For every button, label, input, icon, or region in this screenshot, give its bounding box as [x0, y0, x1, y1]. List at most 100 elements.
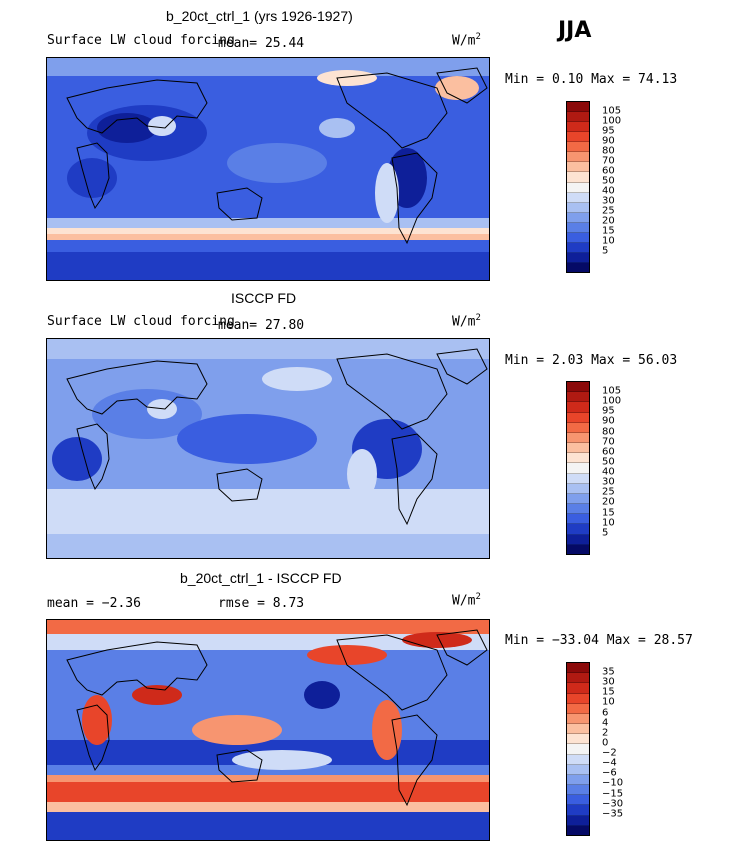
colorbar-tick-label: 105	[602, 385, 622, 397]
colorbar-tick-label: 0	[602, 737, 609, 749]
colorbar-tick-label: 60	[602, 165, 615, 177]
panel2-units: W/m2	[452, 313, 481, 330]
colorbar-tick-label: 100	[602, 395, 622, 407]
colorbar-swatch	[567, 212, 589, 223]
colorbar-tick-label: 40	[602, 466, 615, 478]
panel1-minmax: Min = 0.10 Max = 74.13	[505, 72, 678, 87]
colorbar-tick-label: 95	[602, 405, 615, 417]
colorbar-swatch	[567, 734, 589, 745]
colorbar-swatch	[567, 744, 589, 755]
colorbar-tick-label: −10	[602, 777, 624, 789]
colorbar-swatch	[567, 785, 589, 796]
colorbar-tick-label: −6	[602, 767, 617, 779]
colorbar-swatch	[567, 795, 589, 806]
colorbar-swatch	[567, 805, 589, 816]
colorbar-tick-label: 70	[602, 436, 615, 448]
colorbar-tick-label: 90	[602, 415, 615, 427]
colorbar-tick-label: 70	[602, 155, 615, 167]
panel2-map	[46, 338, 490, 559]
colorbar-tick-label: 15	[602, 686, 615, 698]
panel1-colorbar-labels: 105 100 95 90 80 70 60 50 40 30 25 20 15 10 5	[602, 101, 642, 271]
colorbar-tick-label: 50	[602, 456, 615, 468]
colorbar-swatch	[567, 172, 589, 183]
panel1-mean: mean= 25.44	[218, 36, 305, 51]
colorbar-swatch	[567, 663, 589, 674]
panel1-title: b_20ct_ctrl_1 (yrs 1926-1927)	[166, 8, 353, 24]
colorbar-swatch	[567, 222, 589, 233]
colorbar-swatch	[567, 815, 589, 826]
colorbar-swatch	[567, 713, 589, 725]
colorbar-swatch	[567, 683, 589, 694]
colorbar-swatch	[567, 432, 589, 444]
colorbar-tick-label: 10	[602, 696, 615, 708]
panel2-colorbar-labels: 105 100 95 90 80 70 60 50 40 30 25 20 15 10 5	[602, 381, 642, 553]
colorbar-swatch	[567, 774, 589, 786]
colorbar-tick-label: −35	[602, 808, 624, 820]
panel3-mean: mean = −2.36	[47, 596, 141, 611]
colorbar-tick-label: 15	[602, 507, 615, 519]
colorbar-swatch	[567, 122, 589, 133]
colorbar-swatch	[567, 162, 589, 173]
colorbar-swatch	[567, 192, 589, 203]
colorbar-swatch	[567, 142, 589, 153]
colorbar-tick-label: 20	[602, 215, 615, 227]
colorbar-swatch	[567, 422, 589, 433]
colorbar-swatch	[567, 764, 589, 775]
colorbar-tick-label: 90	[602, 135, 615, 147]
panel2-colorbar	[566, 381, 590, 555]
colorbar-swatch	[567, 724, 589, 735]
colorbar-swatch	[567, 443, 589, 454]
colorbar-tick-label: 2	[602, 727, 609, 739]
colorbar-tick-label: 95	[602, 125, 615, 137]
colorbar-tick-label: 60	[602, 446, 615, 458]
colorbar-swatch	[567, 754, 589, 765]
colorbar-tick-label: 6	[602, 707, 609, 719]
colorbar-swatch	[567, 392, 589, 403]
colorbar-swatch	[567, 132, 589, 143]
colorbar-swatch	[567, 544, 589, 554]
colorbar-tick-label: 10	[602, 235, 615, 247]
panel3-title: b_20ct_ctrl_1 - ISCCP FD	[180, 570, 342, 586]
colorbar-swatch	[567, 263, 589, 273]
panel2-minmax: Min = 2.03 Max = 56.03	[505, 353, 678, 368]
colorbar-tick-label: 50	[602, 175, 615, 187]
colorbar-swatch	[567, 242, 589, 253]
panel1-variable-label: Surface LW cloud forcing	[47, 33, 235, 48]
colorbar-tick-label: 80	[602, 145, 615, 157]
colorbar-tick-label: 30	[602, 676, 615, 688]
colorbar-swatch	[567, 473, 589, 484]
panel2-variable-label: Surface LW cloud forcing	[47, 314, 235, 329]
colorbar-swatch	[567, 463, 589, 474]
colorbar-tick-label: 25	[602, 486, 615, 498]
colorbar-tick-label: 10	[602, 517, 615, 529]
colorbar-tick-label: 80	[602, 426, 615, 438]
colorbar-tick-label: 30	[602, 476, 615, 488]
colorbar-swatch	[567, 232, 589, 243]
panel3-map	[46, 619, 490, 841]
colorbar-tick-label: −4	[602, 757, 617, 769]
colorbar-tick-label: 5	[602, 245, 609, 257]
colorbar-tick-label: 105	[602, 105, 622, 117]
panel3-units: W/m2	[452, 592, 481, 609]
panel3-rmse: rmse = 8.73	[218, 596, 305, 611]
colorbar-tick-label: 30	[602, 195, 615, 207]
colorbar-swatch	[567, 534, 589, 545]
colorbar-swatch	[567, 493, 589, 505]
colorbar-swatch	[567, 825, 589, 835]
colorbar-swatch	[567, 252, 589, 263]
colorbar-swatch	[567, 152, 589, 163]
colorbar-swatch	[567, 524, 589, 535]
colorbar-swatch	[567, 673, 589, 684]
colorbar-swatch	[567, 182, 589, 193]
colorbar-swatch	[567, 102, 589, 113]
colorbar-swatch	[567, 402, 589, 413]
colorbar-swatch	[567, 483, 589, 494]
colorbar-tick-label: −30	[602, 798, 624, 810]
colorbar-swatch	[567, 504, 589, 515]
panel2-title: ISCCP FD	[231, 290, 297, 306]
season-label: JJA	[558, 18, 592, 43]
panel1-units: W/m2	[452, 32, 481, 49]
colorbar-tick-label: 25	[602, 205, 615, 217]
panel2-mean: mean= 27.80	[218, 318, 305, 333]
colorbar-swatch	[567, 412, 589, 423]
